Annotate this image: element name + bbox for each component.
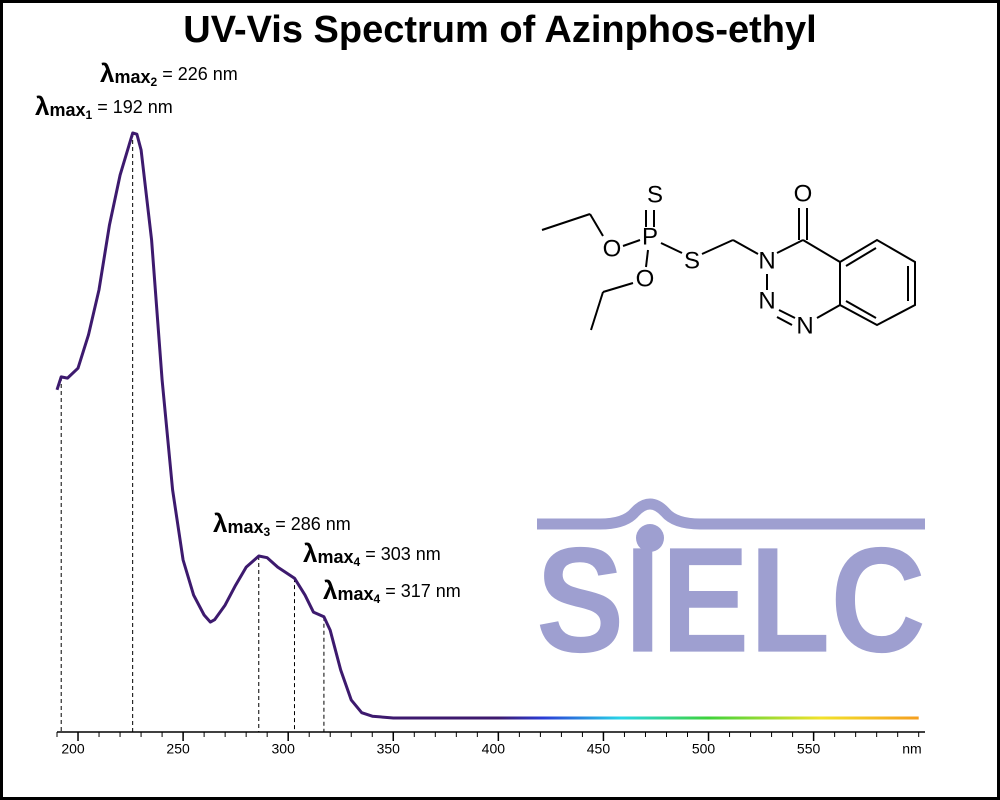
x-tick-label: 400	[482, 741, 506, 757]
peak-text: = 317 nm	[380, 581, 461, 601]
peak-label: λmax1 = 192 nm	[35, 91, 173, 122]
peak-subscript: max	[317, 547, 353, 567]
peak-label: λmax4 = 303 nm	[303, 538, 441, 569]
peak-subscript: max	[227, 517, 263, 537]
peak-symbol: λ	[323, 575, 338, 605]
peak-subscript: max	[49, 100, 85, 120]
atom-label: N	[796, 312, 813, 339]
peak-index: 4	[374, 592, 381, 606]
x-tick-label: 500	[692, 741, 716, 757]
atom-label: S	[684, 247, 700, 274]
x-axis-label: nm	[902, 741, 921, 757]
x-tick-label: 300	[272, 741, 296, 757]
chart-title: UV-Vis Spectrum of Azinphos-ethyl	[183, 9, 816, 51]
peak-subscript: max	[114, 67, 150, 87]
spectrum-line	[55, 131, 919, 720]
atom-label: N	[758, 247, 775, 274]
atom-label: N	[758, 287, 775, 314]
peak-symbol: λ	[303, 538, 318, 568]
peak-index: 1	[86, 108, 93, 122]
x-tick-label: 350	[377, 741, 401, 757]
peak-text: = 226 nm	[157, 64, 238, 84]
peak-label: λmax4 = 317 nm	[323, 575, 461, 606]
atom-label: O	[636, 265, 655, 292]
x-tick-label: 450	[587, 741, 611, 757]
peak-label: λmax2 = 226 nm	[100, 58, 238, 89]
atom-label: O	[794, 180, 813, 207]
x-tick-label: 200	[61, 741, 85, 757]
x-tick-label: 250	[166, 741, 190, 757]
logo: SIELC	[536, 498, 926, 684]
peak-symbol: λ	[213, 508, 228, 538]
atom-label: S	[647, 181, 663, 208]
peak-symbol: λ	[100, 58, 115, 88]
peak-text: = 192 nm	[92, 97, 173, 117]
molecule: S P O O S N N N O	[541, 180, 916, 339]
atom-label: O	[603, 235, 622, 262]
peak-symbol: λ	[35, 91, 50, 121]
atom-label: P	[642, 223, 658, 250]
peak-text: = 286 nm	[270, 514, 351, 534]
peak-text: = 303 nm	[360, 544, 441, 564]
peak-index: 3	[264, 525, 271, 539]
peak-label: λmax3 = 286 nm	[213, 508, 351, 539]
peak-index: 4	[354, 555, 361, 569]
peak-subscript: max	[337, 584, 373, 604]
x-tick-label: 550	[797, 741, 821, 757]
logo-text: SIELC	[536, 516, 926, 684]
peak-index: 2	[151, 75, 158, 89]
